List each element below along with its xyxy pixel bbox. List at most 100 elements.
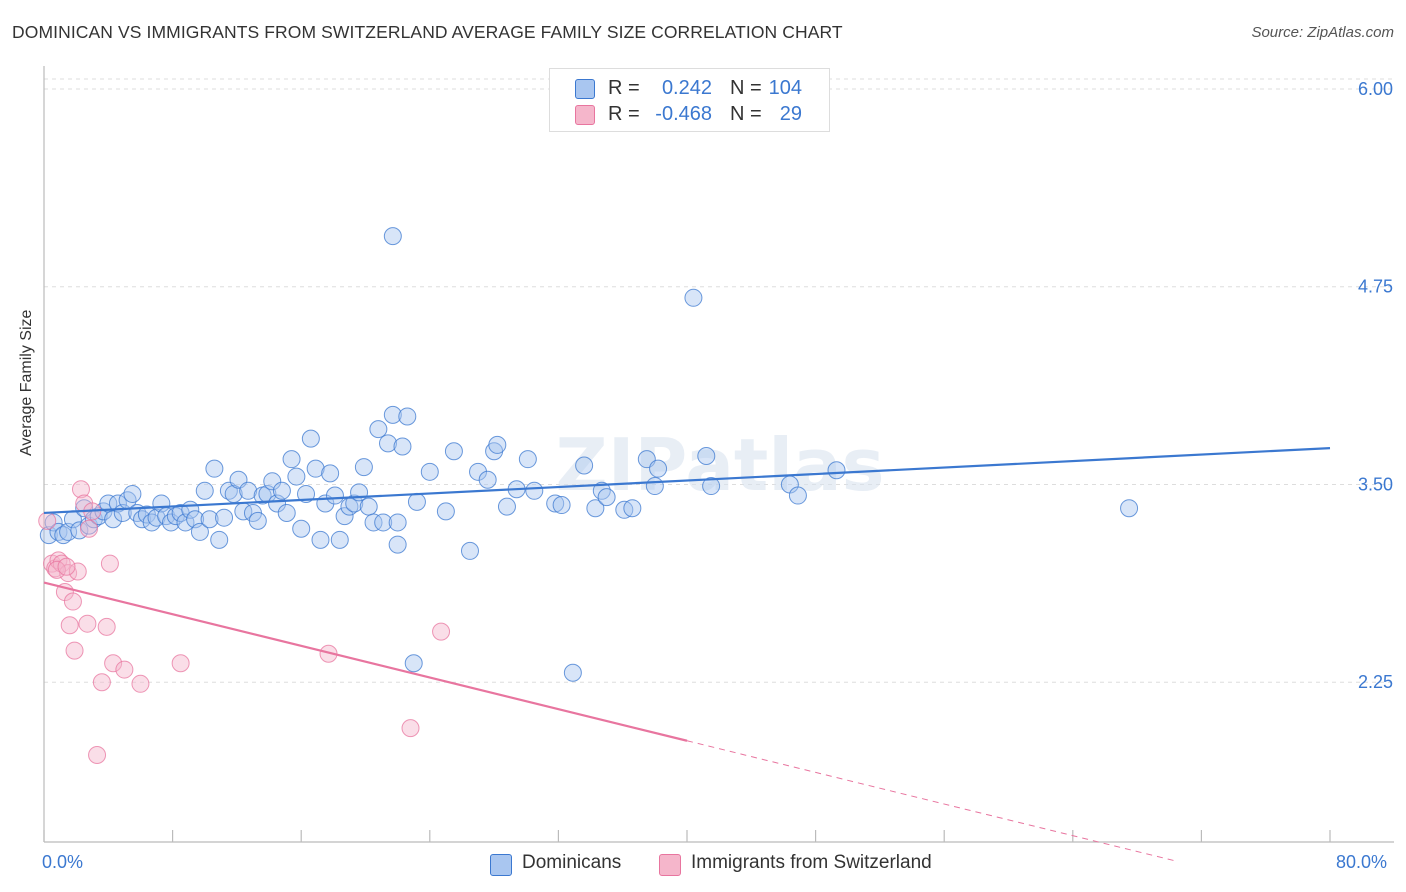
- legend-swatch-blue: [490, 854, 512, 876]
- switzerland-point: [104, 654, 123, 673]
- switzerland-point: [171, 654, 190, 673]
- dominican-point: [460, 541, 479, 560]
- dominican-point: [147, 508, 166, 527]
- dominican-point: [623, 499, 642, 518]
- dominican-point: [325, 486, 344, 505]
- dominican-point: [215, 508, 234, 527]
- dominican-point: [195, 481, 214, 500]
- dominican-point: [161, 513, 180, 532]
- dominican-point: [645, 477, 664, 496]
- dominican-point: [272, 481, 291, 500]
- switzerland-point: [92, 673, 111, 692]
- y-tick-label: 6.00: [1358, 79, 1393, 99]
- switzerland-point: [38, 511, 57, 530]
- switzerland-point: [88, 745, 107, 764]
- n-value: 104: [768, 77, 802, 99]
- chart-source: Source: ZipAtlas.com: [1251, 24, 1394, 41]
- legend-label: Dominicans: [522, 852, 622, 873]
- dominican-point: [133, 510, 152, 529]
- dominican-point: [277, 503, 296, 522]
- dominican-point: [364, 513, 383, 532]
- dominican-point: [497, 497, 516, 516]
- dominican-point: [330, 530, 349, 549]
- dominican-point: [563, 663, 582, 682]
- dominican-point: [49, 522, 68, 541]
- switzerland-point: [78, 614, 97, 633]
- dominican-point: [684, 288, 703, 307]
- dominican-point: [44, 513, 63, 532]
- dominican-point: [297, 484, 316, 503]
- switzerland-point: [100, 554, 119, 573]
- dominican-point: [398, 407, 417, 426]
- legend-swatch-pink: [659, 854, 681, 876]
- dominican-point: [788, 486, 807, 505]
- dominican-point: [525, 481, 544, 500]
- dominican-point: [263, 472, 282, 491]
- switzerland-point: [57, 557, 76, 576]
- dominican-point: [123, 484, 142, 503]
- y-axis-label: Average Family Size: [18, 309, 35, 456]
- dominican-point: [311, 530, 330, 549]
- switzerland-point: [52, 554, 71, 573]
- dominican-point: [292, 519, 311, 538]
- dominican-point: [404, 654, 423, 673]
- dominican-point: [383, 405, 402, 424]
- switzerland-point: [60, 616, 79, 635]
- legend-swatch-pink: [575, 105, 595, 125]
- n-label: N =: [730, 77, 762, 99]
- legend-row-switzerland: R = -0.468 N = 29: [550, 101, 829, 127]
- dominican-point: [592, 481, 611, 500]
- legend-row-dominicans: R = 0.242 N = 104: [550, 75, 829, 101]
- dominican-trendline: [43, 446, 1331, 515]
- switzerland-point: [47, 560, 66, 579]
- y-tick-label: 4.75: [1358, 277, 1393, 297]
- dominican-point: [335, 507, 354, 526]
- switzerland-point: [115, 660, 134, 679]
- dominican-point: [586, 499, 605, 518]
- chart-title: DOMINICAN VS IMMIGRANTS FROM SWITZERLAND…: [12, 22, 843, 42]
- dominican-point: [374, 513, 393, 532]
- dominican-point: [383, 227, 402, 246]
- dominican-point: [345, 494, 364, 513]
- switzerland-point: [68, 562, 87, 581]
- dominican-point: [108, 494, 127, 513]
- dominican-point: [70, 521, 89, 540]
- dominican-point: [444, 442, 463, 461]
- x-tick-min: 0.0%: [42, 852, 84, 872]
- dominican-point: [478, 470, 497, 489]
- r-label: R =: [608, 77, 640, 99]
- dominican-point: [388, 513, 407, 532]
- y-tick-label: 2.25: [1358, 672, 1393, 692]
- r-value: -0.468: [655, 103, 712, 125]
- y-tick-label: 3.50: [1358, 474, 1393, 494]
- dominican-point: [518, 450, 537, 469]
- dominican-point: [321, 464, 340, 483]
- dominican-point: [301, 429, 320, 448]
- correlation-legend: R = 0.242 N = 104 R = -0.468 N = 29: [549, 68, 830, 132]
- dominican-point: [239, 481, 258, 500]
- switzerland-point: [71, 480, 90, 499]
- dominican-point: [200, 510, 219, 529]
- switzerland-point: [432, 622, 451, 641]
- dominican-point: [379, 434, 398, 453]
- switzerland-point: [401, 719, 420, 738]
- dominican-point: [702, 477, 721, 496]
- dominican-point: [248, 511, 267, 530]
- dominican-point: [89, 507, 108, 526]
- switzerland-point: [131, 674, 150, 693]
- n-label: N =: [730, 103, 762, 125]
- dominican-point: [287, 467, 306, 486]
- r-value: 0.242: [661, 77, 712, 99]
- dominican-point: [359, 497, 378, 516]
- dominican-point: [1120, 499, 1139, 518]
- switzerland-point: [65, 641, 84, 660]
- dominican-point: [306, 459, 325, 478]
- legend-swatch-blue: [575, 79, 595, 99]
- legend-label: Immigrants from Switzerland: [691, 852, 932, 873]
- dominican-point: [210, 530, 229, 549]
- dominican-point: [205, 459, 224, 478]
- r-label: R =: [608, 103, 640, 125]
- dominican-point: [393, 437, 412, 456]
- dominican-point: [282, 450, 301, 469]
